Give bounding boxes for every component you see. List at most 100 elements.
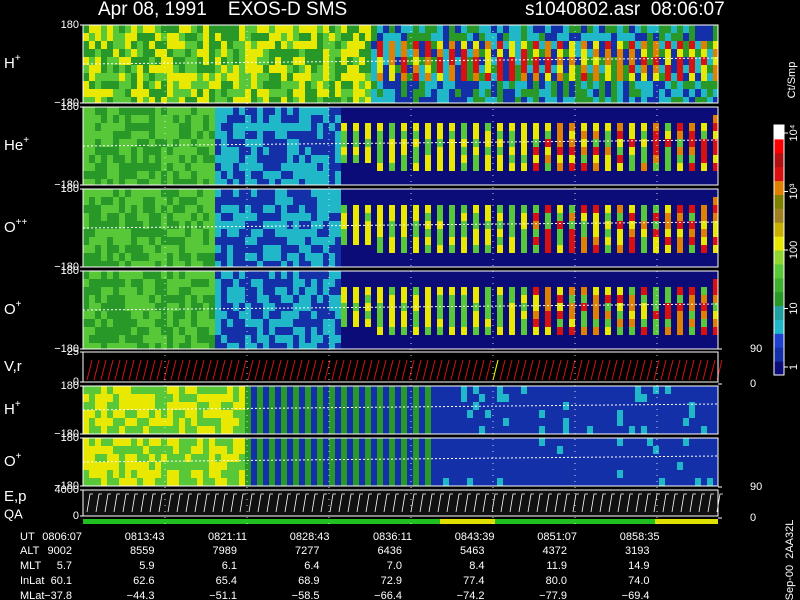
spectrogram-cell xyxy=(215,229,221,237)
spectrogram-cell xyxy=(419,73,425,81)
spectrogram-cell xyxy=(185,261,191,267)
spectrogram-cell xyxy=(197,25,203,33)
spectrogram-cell xyxy=(575,279,581,287)
spectrogram-cell xyxy=(299,155,305,163)
spectrogram-cell xyxy=(683,253,689,261)
spectrogram-cell xyxy=(683,213,689,221)
spectrogram-cell xyxy=(431,279,437,287)
spectrogram-cell xyxy=(365,131,371,139)
panel-frame xyxy=(82,351,719,383)
spectrogram-cell xyxy=(311,33,317,41)
spectrogram-cell xyxy=(323,73,329,81)
spectrogram-cell xyxy=(365,97,371,103)
spectrogram-cell xyxy=(215,107,221,115)
spectrogram-cell xyxy=(257,179,263,185)
spectrogram-cell xyxy=(539,139,545,147)
velocity-tick xyxy=(289,359,296,381)
spectrogram-cell xyxy=(269,418,275,426)
spectrogram-cell xyxy=(347,327,353,335)
spectrogram-cell xyxy=(485,65,491,73)
spectrogram-cell xyxy=(341,81,347,89)
spectrogram-cell xyxy=(647,221,653,229)
spectrogram-cell xyxy=(275,33,281,41)
spectrogram-cell xyxy=(677,205,683,213)
spectrogram-cell xyxy=(137,49,143,57)
spectrogram-cell xyxy=(671,271,677,279)
spectrogram-cell xyxy=(617,261,623,267)
spectrogram-cell xyxy=(89,189,95,197)
panel-name: O xyxy=(4,301,16,318)
spectrogram-cell xyxy=(227,189,233,197)
spectrogram-cell xyxy=(611,319,617,327)
spectrogram-cell xyxy=(167,179,173,185)
spectrogram-cell xyxy=(665,139,671,147)
spectrogram-cell xyxy=(167,147,173,155)
spectrogram-cell xyxy=(545,205,551,213)
spectrogram-cell xyxy=(401,123,407,131)
spectrogram-cell xyxy=(389,163,395,171)
spectrogram-cell xyxy=(371,147,377,155)
spectrogram-cell xyxy=(227,163,233,171)
spectrogram-cell xyxy=(359,189,365,197)
spectrogram-cell xyxy=(551,253,557,261)
spectrogram-cell xyxy=(683,229,689,237)
spectrogram-cell xyxy=(161,163,167,171)
spectrogram-cell xyxy=(623,237,629,245)
spectrogram-cell xyxy=(539,261,545,267)
spectrogram-cell xyxy=(581,65,587,73)
spectrogram-cell xyxy=(227,25,233,33)
spectrogram-cell xyxy=(407,245,413,253)
spectrogram-cell xyxy=(101,179,107,185)
spectrogram-cell xyxy=(581,229,587,237)
spectrogram-cell xyxy=(497,163,503,171)
spectrogram-cell xyxy=(491,261,497,267)
spectrogram-cell xyxy=(251,245,257,253)
spectrogram-cell xyxy=(605,115,611,123)
velocity-tick xyxy=(471,359,478,381)
spectrogram-cell xyxy=(155,335,161,343)
spectrogram-cell xyxy=(431,197,437,205)
spectrogram-cell xyxy=(215,253,221,261)
spectrogram-cell xyxy=(173,131,179,139)
spectrogram-cell xyxy=(647,49,653,57)
spectrogram-cell xyxy=(83,311,89,319)
spectrogram-cell xyxy=(659,97,665,103)
velocity-tick xyxy=(513,359,520,381)
spectrogram-cell xyxy=(233,327,239,335)
spectrogram-cell xyxy=(707,237,713,245)
spectrogram-cell xyxy=(203,279,209,287)
spectrogram-cell xyxy=(497,65,503,73)
spectrogram-cell xyxy=(503,386,509,394)
spectrogram-cell xyxy=(269,271,275,279)
spectrogram-cell xyxy=(335,213,341,221)
y-tick-label: 0 xyxy=(73,376,79,388)
spectrogram-cell xyxy=(89,237,95,245)
spectrogram-cell xyxy=(689,123,695,131)
spectrogram-cell xyxy=(479,229,485,237)
spectrogram-cell xyxy=(143,163,149,171)
spectrogram-cell xyxy=(557,287,563,295)
panel xyxy=(82,24,719,104)
spectrogram-cell xyxy=(449,205,455,213)
spectrogram-cell xyxy=(455,245,461,253)
spectrogram-cell xyxy=(557,89,563,97)
spectrogram-cell xyxy=(155,221,161,229)
spectrogram-cell xyxy=(83,287,89,295)
spectrogram-cell xyxy=(197,147,203,155)
spectrogram-cell xyxy=(89,139,95,147)
spectrogram-cell xyxy=(671,163,677,171)
spectrogram-cell xyxy=(83,49,89,57)
spectrogram-cell xyxy=(491,107,497,115)
spectrogram-cell xyxy=(629,386,635,394)
spectrogram-cell xyxy=(167,237,173,245)
spectrogram-cell xyxy=(611,147,617,155)
spectrogram-cell xyxy=(149,131,155,139)
spectrogram-cell xyxy=(653,295,659,303)
spectrogram-cell xyxy=(503,73,509,81)
spectrogram-cell xyxy=(311,287,317,295)
spectrogram-cell xyxy=(425,279,431,287)
velocity-tick xyxy=(709,359,716,381)
spectrogram-cell xyxy=(671,237,677,245)
spectrogram-cell xyxy=(305,335,311,343)
spectrogram-cell xyxy=(479,386,485,394)
